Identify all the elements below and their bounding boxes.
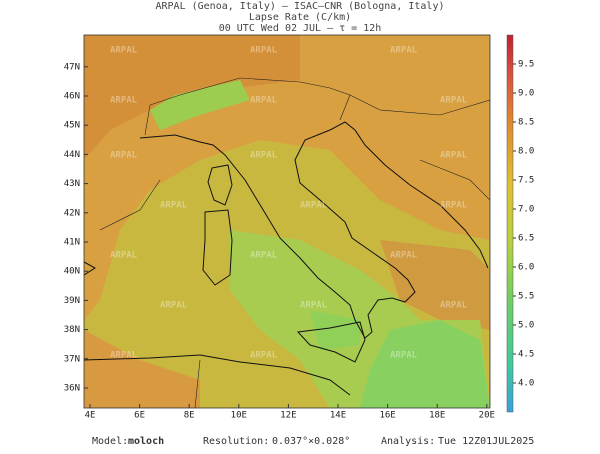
colorbar-label: 5.5 <box>518 292 534 302</box>
colorbar <box>506 34 514 413</box>
footer-label: Resolution: <box>203 436 269 447</box>
lon-label: 20E <box>479 411 495 421</box>
watermark: ARPAL <box>110 351 138 361</box>
lon-label: 6E <box>134 411 145 421</box>
watermark: ARPAL <box>440 201 468 211</box>
map-field <box>84 35 490 408</box>
lon-label: 10E <box>231 411 247 421</box>
lat-label: 47N <box>64 62 80 72</box>
colorbar-label: 6.5 <box>518 234 534 244</box>
header-line: 00 UTC Wed 02 JUL — τ = 12h <box>219 23 382 34</box>
coastlines <box>84 77 490 408</box>
watermark: ARPAL <box>440 301 468 311</box>
lat-label: 45N <box>64 121 80 131</box>
watermark: ARPAL <box>390 351 418 361</box>
header-line: Lapse Rate (C/km) <box>249 12 351 23</box>
lon-label: 18E <box>429 411 445 421</box>
footer-value: moloch <box>128 436 164 447</box>
watermark: ARPAL <box>250 251 278 261</box>
colorbar-label: 8.5 <box>518 118 534 128</box>
watermark: ARPAL <box>440 151 468 161</box>
watermark: ARPAL <box>390 251 418 261</box>
watermark: ARPAL <box>250 96 278 106</box>
lat-label: 37N <box>64 354 80 364</box>
watermark: ARPAL <box>250 46 278 56</box>
watermark: ARPAL <box>300 201 328 211</box>
lat-label: 43N <box>64 179 80 189</box>
colorbar-label: 6.0 <box>518 263 534 273</box>
footer-label: Model: <box>92 436 128 447</box>
watermark: ARPAL <box>160 301 188 311</box>
watermark: ARPAL <box>250 351 278 361</box>
watermark: ARPAL <box>250 151 278 161</box>
lat-label: 42N <box>64 208 80 218</box>
lon-label: 12E <box>280 411 296 421</box>
watermark: ARPAL <box>110 251 138 261</box>
header-line: ARPAL (Genoa, Italy) — ISAC–CNR (Bologna… <box>156 1 445 12</box>
colorbar-label: 4.0 <box>518 379 534 389</box>
watermark: ARPAL <box>440 96 468 106</box>
lat-label: 46N <box>64 92 80 102</box>
colorbar-label: 9.0 <box>518 89 534 99</box>
lat-label: 38N <box>64 325 80 335</box>
footer-label: Analysis: <box>381 436 435 447</box>
lon-label: 4E <box>85 411 96 421</box>
map-frame <box>83 34 491 409</box>
lat-label: 44N <box>64 150 80 160</box>
lat-label: 39N <box>64 296 80 306</box>
footer-value: 0.037°×0.028° <box>272 436 350 447</box>
watermark: ARPAL <box>160 201 188 211</box>
lat-label: 36N <box>64 384 80 394</box>
colorbar-label: 7.5 <box>518 176 534 186</box>
lat-label: 41N <box>64 238 80 248</box>
lon-label: 16E <box>379 411 395 421</box>
colorbar-label: 9.5 <box>518 60 534 70</box>
colorbar-label: 5.0 <box>518 321 534 331</box>
watermark: ARPAL <box>300 301 328 311</box>
watermark: ARPAL <box>390 46 418 56</box>
watermark: ARPAL <box>110 151 138 161</box>
watermark: ARPAL <box>110 96 138 106</box>
footer-value: Tue 12Z01JUL2025 <box>438 436 534 447</box>
colorbar-label: 8.0 <box>518 147 534 157</box>
colorbar-label: 4.5 <box>518 350 534 360</box>
lon-label: 14E <box>330 411 346 421</box>
colorbar-label: 7.0 <box>518 205 534 215</box>
watermark: ARPAL <box>110 46 138 56</box>
lon-label: 8E <box>184 411 195 421</box>
lat-label: 40N <box>64 267 80 277</box>
